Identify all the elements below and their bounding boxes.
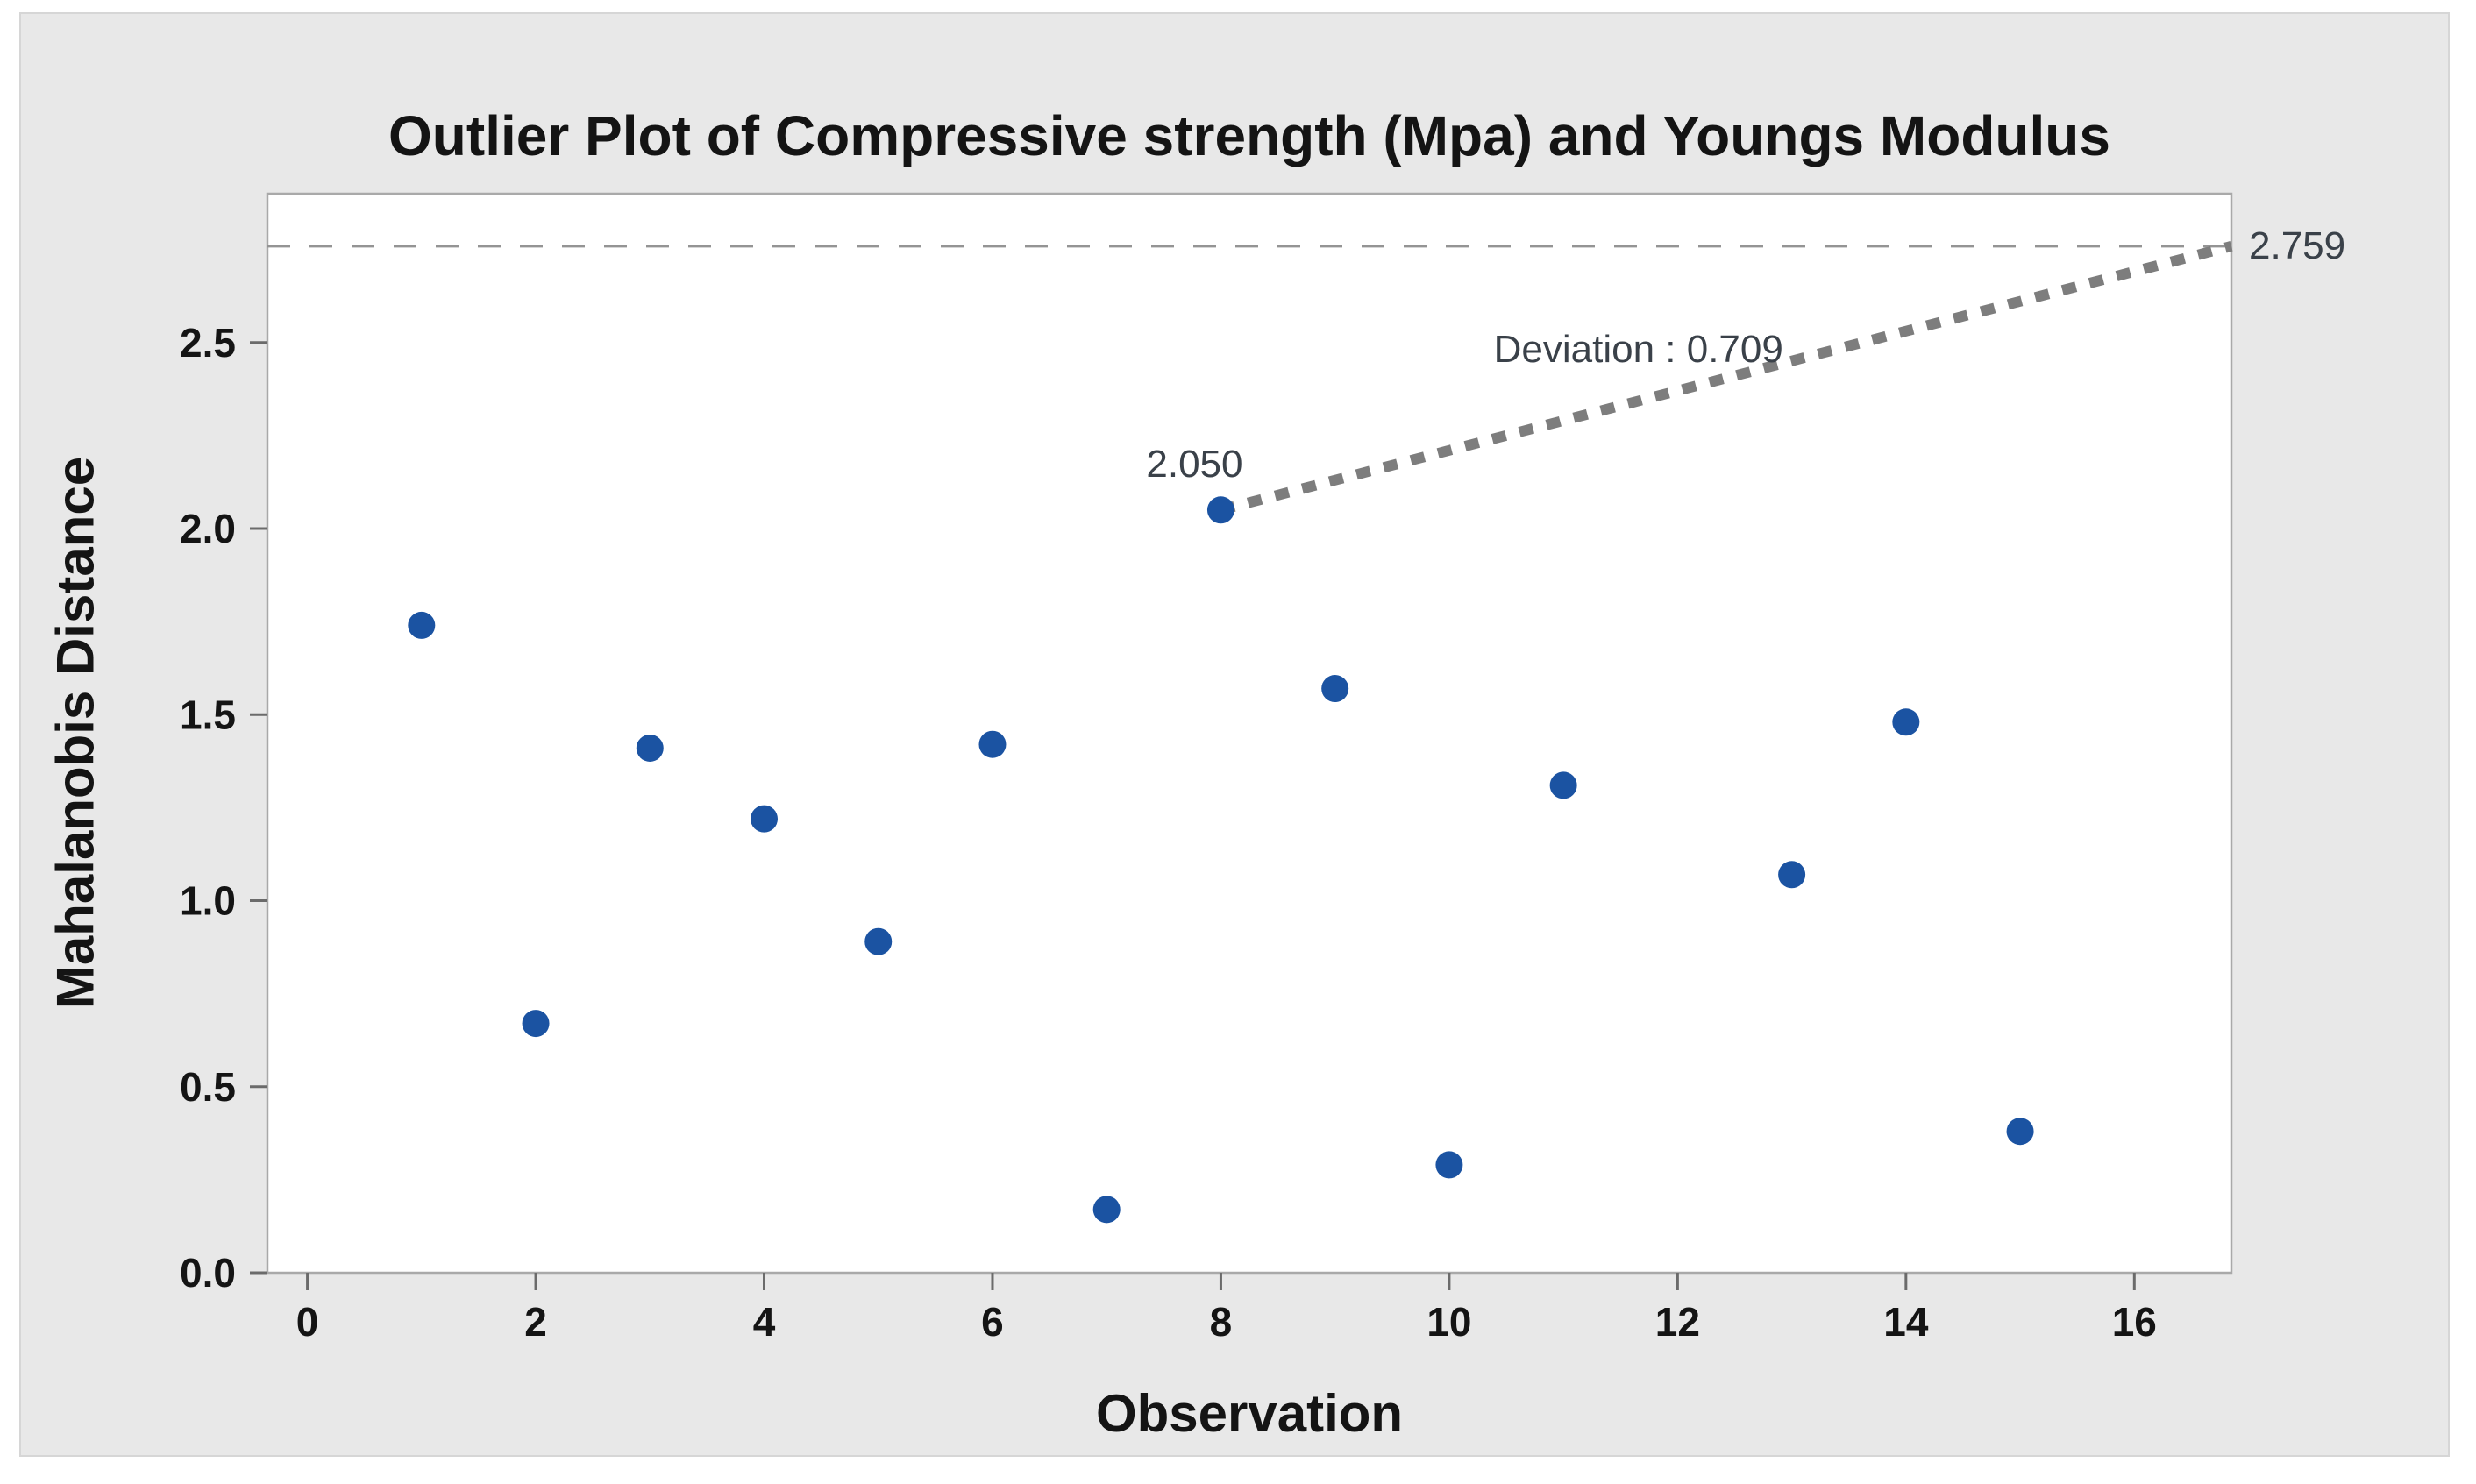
data-point xyxy=(1892,708,1920,736)
reference-line-value-label: 2.759 xyxy=(2249,224,2346,267)
x-tick-label: 6 xyxy=(981,1299,1004,1345)
data-point xyxy=(1778,861,1806,889)
y-axis-title: Mahalanobis Distance xyxy=(46,456,105,1010)
data-point xyxy=(2006,1118,2034,1146)
y-axis-ticks: 0.0 0.5 1.0 1.5 2.0 2.5 xyxy=(180,320,267,1296)
y-tick-label: 2.5 xyxy=(180,320,236,366)
data-point xyxy=(1549,771,1577,799)
x-tick-label: 2 xyxy=(524,1299,547,1345)
deviation-annotation: Deviation : 0.709 xyxy=(1493,328,1783,372)
data-point xyxy=(1435,1151,1463,1179)
data-points xyxy=(408,496,2034,1224)
y-tick-label: 2.0 xyxy=(180,506,236,551)
x-tick-label: 0 xyxy=(296,1299,319,1345)
x-tick-label: 8 xyxy=(1210,1299,1233,1345)
data-point xyxy=(978,730,1007,758)
data-point xyxy=(864,927,893,955)
x-axis-ticks: 0 2 4 6 8 10 12 14 16 xyxy=(296,1273,2157,1345)
x-tick-label: 10 xyxy=(1427,1299,1471,1345)
data-point xyxy=(1321,675,1349,703)
x-axis-title: Observation xyxy=(1095,1384,1404,1443)
y-tick-label: 1.0 xyxy=(180,878,236,924)
y-tick-label: 0.0 xyxy=(180,1250,236,1296)
chart-title: Outlier Plot of Compressive strength (Mp… xyxy=(388,104,2110,167)
data-point xyxy=(522,1010,550,1038)
x-tick-label: 16 xyxy=(2112,1299,2157,1345)
data-point xyxy=(408,611,436,639)
y-tick-label: 1.5 xyxy=(180,692,236,737)
x-tick-label: 12 xyxy=(1655,1299,1700,1345)
y-tick-label: 0.5 xyxy=(180,1064,236,1110)
x-tick-label: 4 xyxy=(753,1299,776,1345)
data-point xyxy=(751,805,779,833)
x-tick-label: 14 xyxy=(1883,1299,1929,1345)
deviation-line xyxy=(1219,241,2233,515)
chart-figure: 0 2 4 6 8 10 12 14 16 0.0 0.5 1.0 1.5 2.0 2.5 Outlier … xyxy=(19,12,2450,1457)
outlier-point-value-label: 2.050 xyxy=(1146,442,1243,486)
plot-canvas: 0 2 4 6 8 10 12 14 16 0.0 0.5 1.0 1.5 2.0 2.5 xyxy=(180,192,2233,1345)
data-point xyxy=(1206,496,1234,524)
plot-area xyxy=(266,192,2233,1275)
data-point xyxy=(1092,1196,1121,1224)
data-point xyxy=(636,734,664,762)
